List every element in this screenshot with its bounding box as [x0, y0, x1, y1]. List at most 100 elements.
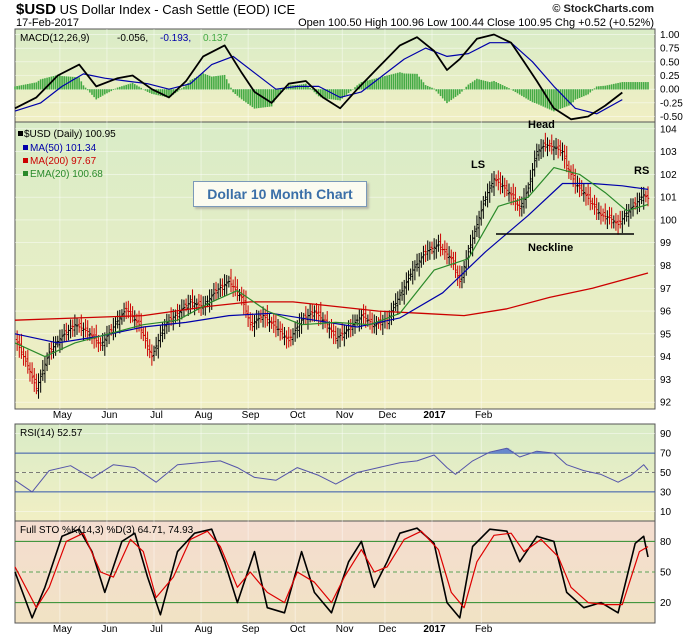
macd-hist-bar	[59, 75, 61, 90]
macd-hist-bar	[69, 76, 72, 90]
x-tick: Sep	[242, 410, 260, 421]
macd-hist-bar	[514, 89, 517, 93]
macd-hist-bar	[407, 73, 410, 90]
macd-hist-bar	[379, 77, 382, 90]
macd-hist-bar	[37, 80, 40, 90]
macd-hist-bar	[16, 86, 18, 90]
macd-hist-bar	[151, 89, 153, 94]
macd-hist-bar	[138, 86, 140, 90]
rsi-tick: 90	[660, 429, 672, 440]
macd-hist-bar	[76, 77, 78, 90]
macd-hist-bar	[257, 89, 260, 109]
macd-hist-bar	[540, 89, 542, 106]
macd-hist-bar	[97, 89, 100, 99]
macd-hist-bar	[39, 79, 42, 90]
macd-hist-bar	[213, 76, 215, 90]
macd-hist-bar	[491, 81, 493, 90]
macd-hist-bar	[501, 85, 504, 90]
macd-hist-bar	[623, 82, 626, 90]
macd-hist-bar	[591, 89, 594, 91]
macd-hist-bar	[18, 85, 21, 90]
macd-hist-bar	[454, 89, 457, 97]
macd-hist-bar	[435, 89, 438, 92]
macd-hist-bar	[426, 85, 429, 90]
ma200-line	[14, 272, 649, 321]
macd-hist-bar	[503, 86, 506, 90]
macd-hist-bar	[61, 76, 63, 90]
macd-hist-bar	[136, 85, 138, 90]
macd-hist-bar	[307, 85, 309, 90]
macd-hist-bar	[294, 85, 296, 90]
macd-hist-bar	[469, 83, 472, 90]
macd-hist-bar	[225, 79, 228, 90]
macd-hist-bar	[322, 89, 324, 99]
macd-title: MACD(12,26,9)	[20, 33, 89, 44]
macd-hist-bar	[600, 86, 602, 90]
macd-hist-bar	[178, 89, 181, 91]
macd-hist-bar	[542, 89, 545, 107]
annotation-neckline: Neckline	[528, 242, 573, 254]
macd-hist-bar	[343, 89, 346, 97]
rsi-tick: 50	[660, 468, 672, 479]
macd-hist-bar	[593, 88, 596, 90]
rsi-overbought-fill	[489, 452, 493, 454]
legend-swatch	[23, 171, 28, 176]
macd-hist-bar	[606, 85, 609, 90]
rsi-tick: 10	[660, 507, 672, 518]
macd-hist-bar	[187, 82, 190, 90]
macd-hist-bar	[561, 89, 564, 109]
macd-hist-bar	[548, 89, 551, 110]
macd-hist-bar	[459, 89, 461, 94]
x-tick: Jul	[150, 410, 163, 421]
macd-hist-bar	[529, 89, 532, 101]
x-tick: 2017	[423, 624, 446, 635]
macd-hist-bar	[634, 82, 636, 90]
macd-hist-bar	[296, 85, 299, 90]
chart-callout: Dollar 10 Month Chart	[193, 181, 367, 207]
macd-hist-bar	[538, 89, 540, 105]
macd-hist-bar	[535, 89, 538, 104]
macd-hist-bar	[146, 89, 149, 92]
price-tick: 102	[660, 170, 677, 181]
macd-hist-bar	[349, 89, 352, 92]
macd-hist-bar	[99, 89, 102, 97]
macd-hist-bar	[602, 85, 604, 90]
macd-hist-bar	[206, 74, 209, 90]
macd-tick: -0.25	[660, 98, 683, 109]
macd-hist-bar	[93, 89, 95, 98]
price-tick: 99	[660, 238, 672, 249]
macd-hist-bar	[465, 86, 468, 90]
macd-hist-bar	[506, 87, 508, 90]
macd-hist-bar	[499, 84, 502, 90]
macd-hist-bar	[78, 77, 80, 90]
macd-hist-bar	[583, 89, 585, 97]
macd-hist-bar	[27, 83, 29, 90]
macd-hist-bar	[112, 89, 115, 91]
macd-hist-bar	[144, 89, 147, 91]
macd-hist-bar	[598, 86, 600, 90]
rsi-overbought-fill	[504, 448, 508, 454]
macd-hist-bar	[632, 82, 634, 90]
rsi-overbought-fill	[536, 451, 540, 454]
macd-hist-bar	[101, 89, 104, 96]
macd-hist-bar	[630, 82, 632, 90]
macd-hist-bar	[324, 89, 326, 99]
macd-hist-bar	[326, 89, 329, 99]
macd-hist-bar	[163, 89, 166, 97]
macd-hist-bar	[441, 89, 444, 99]
macd-hist-bar	[401, 72, 403, 90]
macd-hist-bar	[298, 84, 301, 90]
macd-tick: 0.50	[660, 57, 680, 68]
macd-hist-bar	[328, 89, 331, 100]
macd-hist-bar	[621, 82, 624, 90]
macd-hist-bar	[486, 81, 489, 90]
x-tick: May	[53, 410, 72, 421]
macd-hist-bar	[46, 77, 48, 90]
macd-hist-bar	[204, 74, 207, 90]
macd-hist-bar	[221, 75, 224, 90]
macd-hist-bar	[108, 89, 110, 93]
legend-swatch	[18, 131, 23, 136]
macd-hist-bar	[339, 89, 341, 101]
macd-hist-bar	[638, 82, 641, 90]
macd-hist-bar	[512, 89, 515, 91]
